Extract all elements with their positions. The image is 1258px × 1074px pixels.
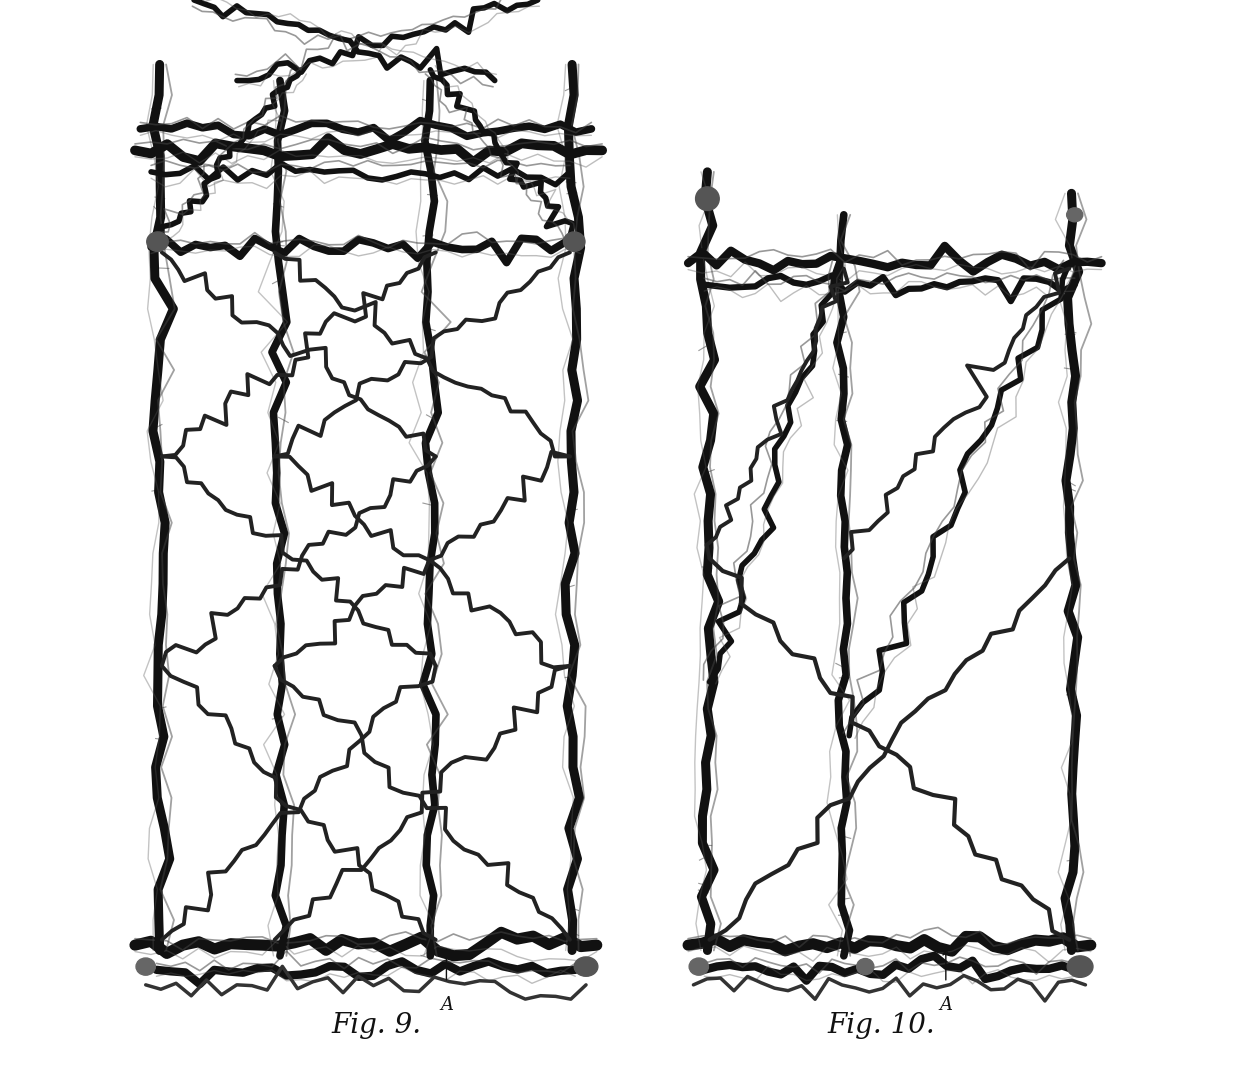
Text: A: A bbox=[940, 996, 952, 1014]
Ellipse shape bbox=[689, 958, 708, 975]
Text: Fig. 9.: Fig. 9. bbox=[332, 1012, 421, 1040]
Ellipse shape bbox=[574, 957, 598, 976]
Ellipse shape bbox=[1067, 208, 1083, 221]
Ellipse shape bbox=[696, 187, 720, 211]
Text: Fig. 10.: Fig. 10. bbox=[828, 1012, 935, 1040]
Ellipse shape bbox=[1067, 956, 1093, 977]
Ellipse shape bbox=[136, 958, 156, 975]
Ellipse shape bbox=[857, 958, 874, 975]
Ellipse shape bbox=[564, 232, 585, 251]
Text: A: A bbox=[440, 996, 453, 1014]
Ellipse shape bbox=[147, 232, 169, 251]
